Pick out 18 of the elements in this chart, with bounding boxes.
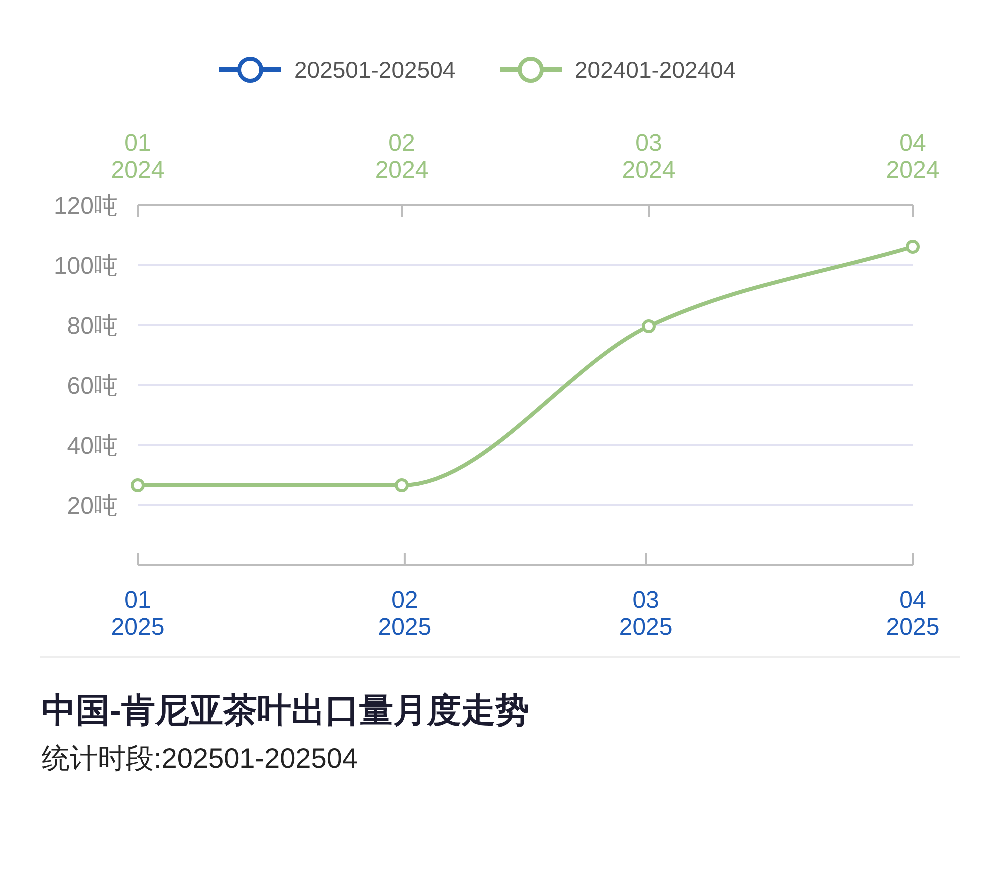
x2-tick-label: 03 2024: [622, 130, 676, 184]
x-tick-label: 04 2025: [886, 587, 940, 641]
x-tick-label: 03 2025: [619, 587, 673, 641]
x2-tick-label: 02 2024: [375, 130, 429, 184]
x-tick-label: 01 2025: [111, 587, 165, 641]
y-tick-label: 120吨: [54, 193, 118, 220]
y-tick-label: 60吨: [67, 373, 118, 400]
text: 中国-肯尼亚茶叶出口量月度走势: [42, 692, 530, 730]
y-tick-label: 20吨: [67, 493, 118, 520]
x-tick-label: 02 2025: [378, 587, 432, 641]
x2-tick-label: 01 2024: [111, 130, 165, 184]
y-tick-label: 100吨: [54, 253, 118, 280]
legend-label: 202401-202404: [575, 57, 736, 83]
y-tick-label: 80吨: [67, 313, 118, 340]
text: 统计时段:202501-202504: [42, 743, 358, 774]
x2-tick-label: 04 2024: [886, 130, 940, 184]
legend-label: 202501-202504: [294, 57, 456, 83]
y-tick-label: 40吨: [67, 433, 118, 460]
